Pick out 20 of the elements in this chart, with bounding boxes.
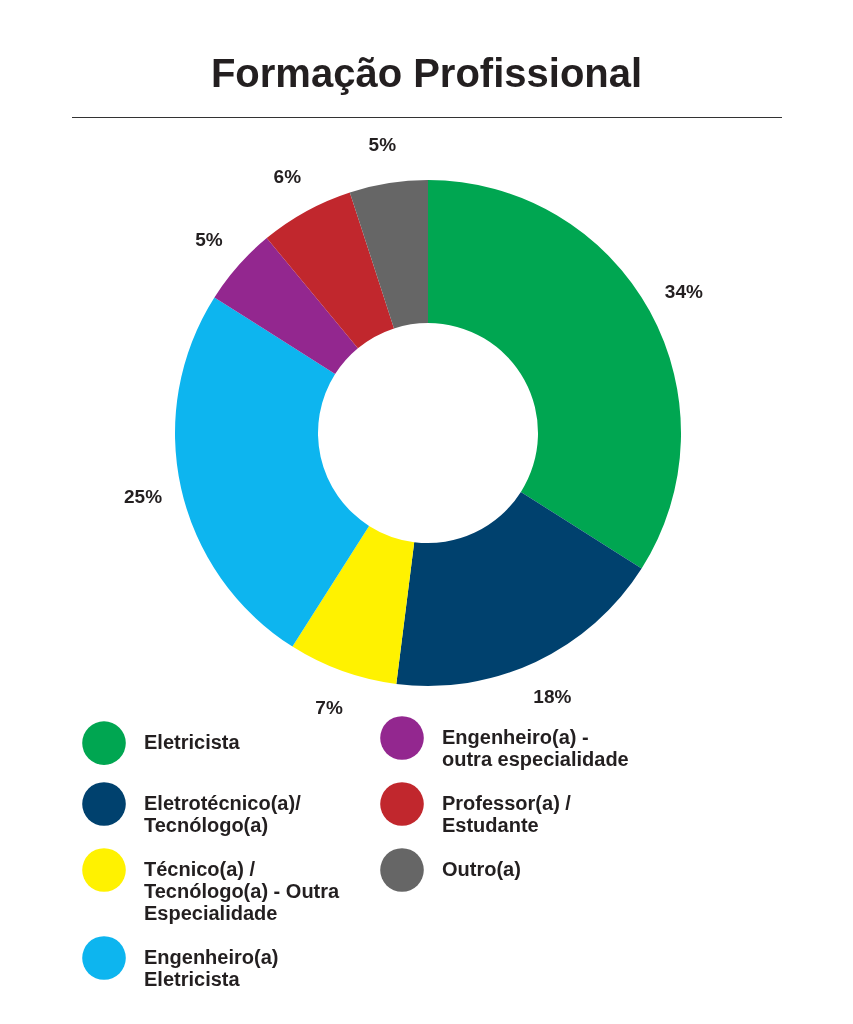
legend-label: Professor(a) / Estudante	[442, 792, 572, 836]
data-label: 18%	[533, 686, 572, 708]
legend-label: Engenheiro(a) - outra especialidade	[442, 726, 629, 770]
donut-slice	[349, 180, 428, 329]
data-label: 7%	[315, 696, 343, 718]
data-label: 5%	[368, 133, 397, 155]
donut-slice	[175, 297, 370, 647]
donut-slice	[396, 491, 642, 686]
donut-slice	[292, 525, 415, 685]
data-label: 25%	[124, 485, 163, 507]
chart-title: Formação Profissional	[210, 51, 643, 95]
legend-label: Eletricista	[144, 731, 241, 754]
data-label: 6%	[273, 166, 302, 188]
data-label: 34%	[664, 281, 703, 303]
legend-label: Outro(a)	[442, 858, 521, 880]
data-label: 5%	[195, 228, 223, 250]
legend-label: Técnico(a) / Tecnólogo(a) - Outra Especialidade	[144, 858, 341, 924]
legend-label: Eletrotécnico(a)/ Tecnólogo(a)	[144, 792, 302, 836]
legend-label: Engenheiro(a) Eletricista	[144, 946, 279, 990]
donut-slice	[266, 192, 395, 349]
